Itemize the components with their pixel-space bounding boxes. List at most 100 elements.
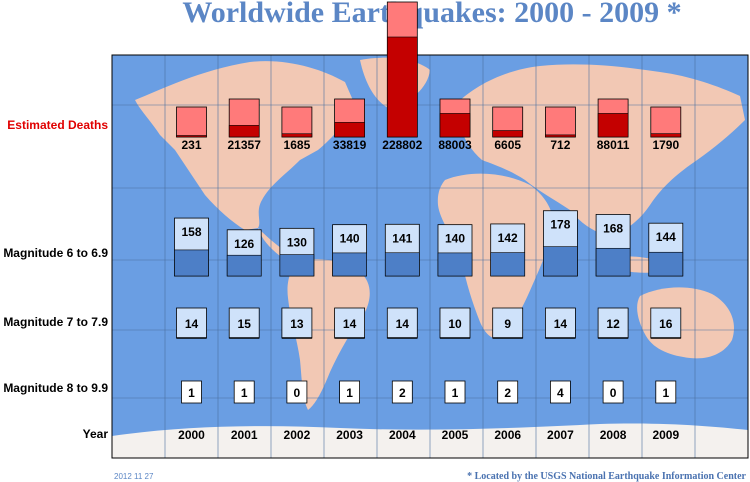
m6-value-label: 126 xyxy=(234,237,254,251)
deaths-value-label: 1790 xyxy=(652,138,679,152)
deaths-bar xyxy=(650,133,682,138)
deaths-bar xyxy=(281,133,313,138)
m8-value-label: 0 xyxy=(294,386,301,400)
m6-bar xyxy=(648,251,684,277)
deaths-bar xyxy=(386,36,418,138)
deaths-bar xyxy=(492,130,524,138)
m6-bar xyxy=(332,252,367,277)
year-label: 2007 xyxy=(547,428,574,442)
year-label: 2000 xyxy=(178,428,205,442)
map-frame xyxy=(111,54,749,459)
m7-value-label: 14 xyxy=(554,317,568,331)
map-grid xyxy=(112,55,748,458)
footnote: * Located by the USGS National Earthquak… xyxy=(467,471,746,482)
deaths-outer-box xyxy=(650,106,682,138)
year-label: 2002 xyxy=(284,428,311,442)
m6-bar xyxy=(437,252,473,277)
m7-value-label: 9 xyxy=(504,317,511,331)
m7-value-label: 14 xyxy=(185,317,199,331)
m8-value-label: 2 xyxy=(399,386,406,400)
year-label: 2006 xyxy=(494,428,521,442)
m7-box xyxy=(439,307,471,339)
m8-value-label: 0 xyxy=(610,386,617,400)
m8-box xyxy=(602,380,624,404)
deaths-value-label: 88003 xyxy=(438,138,472,152)
deaths-value-label: 712 xyxy=(550,138,570,152)
year-row-label: Year xyxy=(83,427,109,441)
m8-box xyxy=(655,380,677,404)
m6-value-label: 158 xyxy=(181,225,201,239)
year-label: 2009 xyxy=(652,428,679,442)
chart-title: Worldwide Earthquakes: 2000 - 2009 * xyxy=(182,0,681,29)
m6-bar xyxy=(226,254,262,277)
m7-box xyxy=(492,307,524,339)
m7-value-label: 12 xyxy=(606,317,620,331)
deaths-value-label: 33819 xyxy=(333,138,367,152)
m6-bar xyxy=(595,247,631,277)
m8-box xyxy=(550,380,571,404)
m6-value-label: 142 xyxy=(498,231,518,245)
m7-box xyxy=(650,307,682,339)
m8-value-label: 1 xyxy=(662,386,669,400)
m7-value-label: 13 xyxy=(290,317,304,331)
year-label: 2003 xyxy=(336,428,363,442)
deaths-value-label: 6605 xyxy=(494,138,521,152)
m6-value-label: 140 xyxy=(445,232,465,246)
date-stamp: 2012 11 27 xyxy=(114,472,154,481)
m7-box xyxy=(597,307,629,339)
m6-bar xyxy=(543,246,578,277)
year-label: 2008 xyxy=(600,428,627,442)
m6-value-label: 140 xyxy=(340,232,360,246)
m8-row-label: Magnitude 8 to 9.9 xyxy=(3,381,108,395)
deaths-row-label: Estimated Deaths xyxy=(7,118,108,132)
m8-value-label: 1 xyxy=(188,386,195,400)
deaths-value-label: 231 xyxy=(181,138,201,152)
m6-bar xyxy=(384,252,420,277)
m8-box xyxy=(233,380,255,404)
deaths-bar xyxy=(439,113,471,138)
m7-value-label: 14 xyxy=(396,317,410,331)
m6-value-label: 178 xyxy=(550,218,570,232)
year-label: 2005 xyxy=(442,428,469,442)
m8-value-label: 1 xyxy=(452,386,459,400)
m7-box xyxy=(545,307,576,339)
deaths-bar xyxy=(228,125,260,138)
deaths-bar xyxy=(545,134,576,138)
m7-box xyxy=(386,307,418,339)
deaths-value-label: 1685 xyxy=(284,138,311,152)
m7-value-label: 10 xyxy=(448,317,462,331)
m6-bar xyxy=(174,249,209,277)
year-label: 2001 xyxy=(231,428,258,442)
deaths-value-label: 228802 xyxy=(382,138,422,152)
m7-value-label: 14 xyxy=(343,317,357,331)
m8-box xyxy=(497,380,519,404)
m8-value-label: 1 xyxy=(346,386,353,400)
m7-box xyxy=(334,307,366,339)
m6-value-label: 141 xyxy=(392,231,412,245)
deaths-value-label: 88011 xyxy=(597,138,630,152)
m8-box xyxy=(444,380,466,404)
m8-value-label: 1 xyxy=(241,386,248,400)
m8-value-label: 4 xyxy=(557,386,564,400)
m8-box xyxy=(181,380,202,404)
m6-value-label: 130 xyxy=(287,235,307,249)
m6-row-label: Magnitude 6 to 6.9 xyxy=(3,246,108,260)
m6-bar xyxy=(279,254,315,277)
deaths-outer-box xyxy=(545,106,576,138)
south-america-landmass xyxy=(287,259,370,410)
m7-row-label: Magnitude 7 to 7.9 xyxy=(3,315,108,329)
chart-marks: 231 21357 1685 33819 228802 88003 6605 712 88011… xyxy=(174,1,684,442)
deaths-outer-box xyxy=(281,106,313,138)
deaths-value-label: 21357 xyxy=(228,138,262,152)
deaths-outer-box xyxy=(176,106,207,138)
m8-box xyxy=(286,380,308,404)
year-label: 2004 xyxy=(389,428,416,442)
m7-box xyxy=(281,307,313,339)
deaths-bar xyxy=(176,135,207,138)
australia-landmass xyxy=(637,287,734,359)
m7-value-label: 15 xyxy=(238,317,252,331)
north-america-landmass xyxy=(135,61,355,231)
m8-box xyxy=(339,380,361,404)
m8-box xyxy=(391,380,413,404)
